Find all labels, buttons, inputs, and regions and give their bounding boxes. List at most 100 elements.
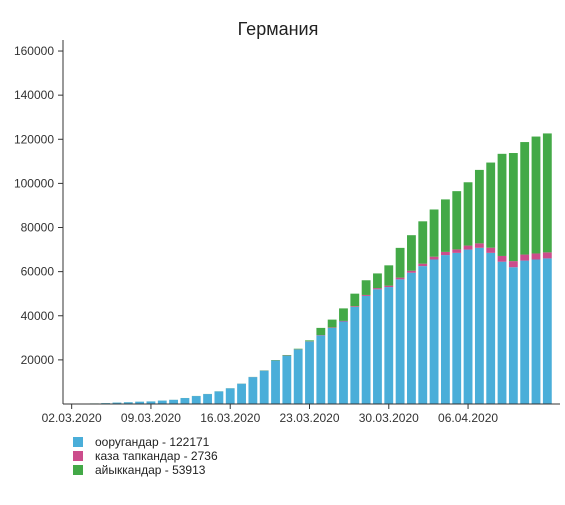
bar-series0-16	[248, 377, 258, 404]
x-axis: 02.03.2020 09.03.2020 16.03.2020 23.03.2020…	[42, 403, 560, 425]
bar-series1-34	[452, 249, 462, 253]
y-tick-label-5: 120000	[14, 132, 54, 146]
bars	[67, 133, 552, 404]
bar-series0-40	[520, 260, 530, 404]
bar-series2-35	[463, 182, 473, 246]
y-tick-label-1: 40000	[21, 309, 55, 323]
bar-series0-26	[361, 295, 371, 404]
bar-series2-34	[452, 191, 462, 250]
bar-series2-27	[373, 273, 382, 289]
bar-series1-29	[395, 277, 405, 280]
bar-series1-39	[508, 261, 518, 268]
bar-series0-14	[225, 388, 235, 404]
bar-series2-28	[384, 265, 394, 286]
bar-series0-7	[146, 401, 156, 404]
bar-series1-37	[486, 247, 496, 253]
bar-series0-11	[191, 396, 201, 404]
bar-series1-31	[418, 263, 428, 267]
y-tick-label-2: 60000	[21, 265, 55, 279]
bar-series2-21	[305, 340, 314, 342]
bar-series1-27	[373, 288, 382, 290]
y-axis: 20000 40000 60000 80000 100000 120000 140000 16…	[14, 40, 64, 404]
bar-series0-42	[542, 258, 552, 404]
y-tick-label-0: 20000	[21, 353, 55, 367]
bar-series0-39	[508, 267, 518, 404]
bar-series2-38	[497, 153, 507, 256]
bar-series1-41	[531, 253, 541, 260]
bar-series2-19	[282, 354, 292, 356]
bar-series0-19	[282, 355, 292, 404]
legend-label-0: ооругандар - 122171	[95, 435, 210, 449]
bar-series1-24	[339, 320, 348, 322]
bar-series2-29	[395, 247, 405, 278]
bar-series2-25	[350, 293, 360, 307]
bar-series0-13	[214, 391, 224, 404]
bar-series0-21	[305, 341, 314, 404]
bar-series0-25	[350, 306, 360, 404]
bar-series0-27	[373, 289, 382, 404]
y-tick-label-6: 140000	[14, 88, 54, 102]
bar-series0-37	[486, 252, 496, 404]
bar-series0-10	[180, 398, 190, 404]
x-tick-label-3: 23.03.2020	[279, 411, 339, 425]
bar-series1-26	[361, 294, 371, 296]
bar-series0-33	[440, 255, 450, 404]
bar-series2-30	[407, 235, 416, 271]
chart-title: Германия	[238, 19, 319, 39]
y-tick-label-7: 160000	[14, 44, 54, 58]
bar-series2-23	[327, 319, 337, 328]
bar-series1-25	[350, 306, 360, 307]
bar-series0-12	[203, 394, 212, 404]
bar-series1-32	[429, 256, 439, 260]
bar-series2-22	[316, 327, 326, 336]
bar-series1-36	[474, 243, 484, 248]
bar-series1-38	[497, 255, 507, 262]
x-tick-label-0: 02.03.2020	[42, 411, 102, 425]
bar-series0-20	[293, 349, 303, 404]
bar-series1-40	[520, 254, 530, 261]
legend-label-2: айыккандар - 53913	[95, 463, 206, 477]
bar-series1-35	[463, 245, 473, 250]
bar-series0-9	[169, 399, 179, 404]
bar-series0-24	[339, 321, 348, 404]
bar-series2-39	[508, 153, 518, 262]
x-tick-label-4: 30.03.2020	[359, 411, 419, 425]
bar-series1-33	[440, 251, 450, 256]
bar-series0-35	[463, 249, 473, 404]
bar-series0-34	[452, 252, 462, 404]
legend-swatch-1	[73, 451, 83, 461]
bar-series1-28	[384, 285, 394, 288]
bar-series2-26	[361, 280, 371, 295]
bar-series0-32	[429, 259, 439, 404]
bar-series2-41	[531, 136, 541, 254]
bar-series2-20	[293, 348, 303, 350]
bar-series2-24	[339, 308, 348, 321]
x-tick-label-2: 16.03.2020	[200, 411, 260, 425]
bar-series2-42	[542, 133, 552, 253]
bar-series0-38	[497, 261, 507, 404]
legend-swatch-2	[73, 465, 83, 475]
bar-series0-17	[259, 370, 269, 404]
bar-series0-23	[327, 327, 337, 404]
y-tick-label-3: 80000	[21, 221, 55, 235]
bar-series0-31	[418, 266, 428, 404]
bar-series0-36	[474, 247, 484, 404]
bar-series2-32	[429, 209, 439, 257]
bar-series1-42	[542, 252, 552, 259]
bar-series0-28	[384, 287, 394, 404]
bar-series0-8	[157, 400, 167, 404]
bar-series0-22	[316, 335, 326, 404]
bar-series0-15	[237, 383, 246, 404]
bar-series0-18	[271, 360, 280, 404]
bar-series2-31	[418, 221, 428, 264]
bar-series0-6	[135, 401, 145, 404]
bar-series0-4	[112, 402, 122, 404]
bar-series0-41	[531, 259, 541, 404]
bar-series2-37	[486, 162, 496, 248]
x-tick-label-1: 09.03.2020	[121, 411, 181, 425]
bar-series0-30	[407, 272, 416, 404]
legend-label-1: каза тапкандар - 2736	[95, 449, 218, 463]
bar-series1-30	[407, 270, 416, 273]
